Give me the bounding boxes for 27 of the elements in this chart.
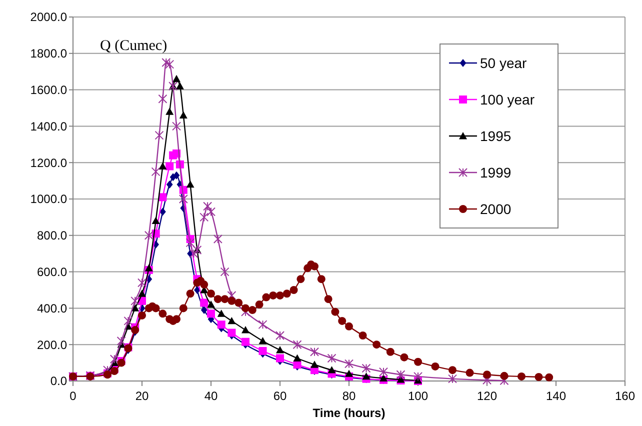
y-tick-label: 600.0 xyxy=(36,265,68,279)
x-tick-label: 120 xyxy=(476,389,498,403)
y-tick-label: 1400.0 xyxy=(30,119,68,134)
y-tick-label: 1800.0 xyxy=(30,46,68,61)
y-tick-label: 400.0 xyxy=(36,301,68,316)
y-tick-label: 0.0 xyxy=(50,374,68,388)
legend-label: 100 year xyxy=(480,91,535,108)
legend-label: 1995 xyxy=(480,128,512,144)
legend-label: 50 year xyxy=(480,54,528,71)
y-tick-label: 2000.0 xyxy=(30,10,68,24)
x-tick-label: 140 xyxy=(546,389,566,403)
x-tick-label: 160 xyxy=(614,389,636,403)
y-tick-label: 1200.0 xyxy=(30,156,68,170)
x-tick-label: 100 xyxy=(408,389,428,403)
y-tick-label: 1600.0 xyxy=(30,83,68,97)
y-axis-title: Q (Cumec) xyxy=(100,38,168,54)
y-tick-label: 800.0 xyxy=(36,228,68,243)
x-tick-label: 80 xyxy=(342,389,356,403)
x-tick-label: 0 xyxy=(70,389,77,403)
x-axis-title: Time (hours) xyxy=(312,406,386,420)
legend-label: 1999 xyxy=(480,164,512,180)
x-tick-label: 20 xyxy=(135,389,149,403)
x-tick-label: 60 xyxy=(273,389,287,403)
y-tick-label: 1000.0 xyxy=(30,192,68,206)
x-tick-label: 40 xyxy=(204,389,218,403)
legend-label: 2000 xyxy=(480,200,512,217)
y-tick-label: 200.0 xyxy=(36,338,68,352)
